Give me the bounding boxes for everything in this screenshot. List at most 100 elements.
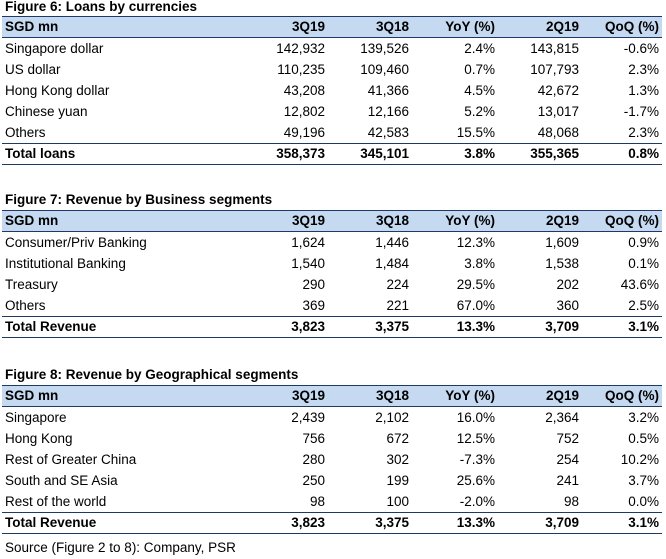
total-cell: 13.3% [412,316,498,338]
column-header: 3Q19 [242,385,328,407]
total-label: Total Revenue [2,316,242,338]
table-cell: 221 [386,298,409,313]
total-cell: 3,375 [328,316,412,338]
table-cell: 672 [386,431,409,446]
figure-6-title: Figure 6: Loans by currencies [5,0,198,14]
table-cell: 0.1% [628,256,659,271]
table-cell: 1,609 [545,235,579,250]
table-cell: 48,068 [537,125,579,140]
table-cell: 12.5% [456,431,495,446]
column-header: SGD mn [2,16,242,38]
table-cell: 290 [302,277,325,292]
table-cell: 199 [386,473,409,488]
row-label: Others [5,125,46,140]
table-cell: 42,583 [367,125,409,140]
column-header: QoQ (%) [582,210,662,232]
row-label: South and SE Asia [5,473,118,488]
table-cell: 0.9% [628,235,659,250]
table-row: Rest of Greater China 280 302 -7.3% 254 … [2,449,662,470]
table-row: Consumer/Priv Banking 1,624 1,446 12.3% … [2,232,662,254]
table-cell: 109,460 [360,62,409,77]
total-cell: 358,373 [242,143,328,165]
table-row: US dollar 110,235 109,460 0.7% 107,793 2… [2,59,662,80]
table-cell: 10.2% [620,452,659,467]
table-cell: 1,540 [291,256,325,271]
total-cell: 3,375 [328,512,412,534]
table-cell: 1,446 [375,235,409,250]
table-cell: 3.8% [464,256,495,271]
table-row: Singapore dollar 142,932 139,526 2.4% 14… [2,38,662,60]
table-cell: 1.3% [628,83,659,98]
column-header: YoY (%) [412,210,498,232]
row-label: Singapore [5,410,67,425]
total-cell: 345,101 [328,143,412,165]
table-cell: 241 [556,473,579,488]
total-cell: 0.8% [582,143,662,165]
column-header: 3Q18 [328,210,412,232]
table-cell: 2,102 [375,410,409,425]
table-cell: 302 [386,452,409,467]
table-cell: 49,196 [283,125,325,140]
column-header: 2Q19 [498,210,582,232]
row-label: Rest of the world [5,494,107,509]
figure-8-table: SGD mn 3Q19 3Q18 YoY (%) 2Q19 QoQ (%) Si… [2,385,662,534]
table-cell: 2.3% [628,125,659,140]
total-row: Total loans 358,373 345,101 3.8% 355,365… [2,143,662,165]
column-header: QoQ (%) [582,16,662,38]
table-cell: 100 [386,494,409,509]
table-header-row: SGD mn 3Q19 3Q18 YoY (%) 2Q19 QoQ (%) [2,210,662,232]
table-row: Singapore 2,439 2,102 16.0% 2,364 3.2% [2,407,662,429]
table-cell: 224 [386,277,409,292]
column-header: 2Q19 [498,385,582,407]
table-cell: -7.3% [459,452,495,467]
row-label: Rest of Greater China [5,452,137,467]
column-header: QoQ (%) [582,385,662,407]
table-cell: 2.3% [628,62,659,77]
table-cell: 1,484 [375,256,409,271]
table-header-row: SGD mn 3Q19 3Q18 YoY (%) 2Q19 QoQ (%) [2,16,662,38]
table-cell: 0.0% [628,494,659,509]
column-header: YoY (%) [412,385,498,407]
figure-6-table: SGD mn 3Q19 3Q18 YoY (%) 2Q19 QoQ (%) Si… [2,16,662,165]
table-cell: 2,439 [291,410,325,425]
table-cell: 16.0% [456,410,495,425]
total-row: Total Revenue 3,823 3,375 13.3% 3,709 3.… [2,316,662,338]
row-label: Others [5,298,46,313]
total-cell: 3.1% [582,512,662,534]
total-cell: 13.3% [412,512,498,534]
row-label: Singapore dollar [5,41,104,56]
table-cell: 12.3% [456,235,495,250]
table-cell: -2.0% [459,494,495,509]
row-label: Hong Kong [5,431,73,446]
row-label: Chinese yuan [5,104,88,119]
table-row: Hong Kong dollar 43,208 41,366 4.5% 42,6… [2,80,662,101]
table-row: Chinese yuan 12,802 12,166 5.2% 13,017 -… [2,101,662,122]
table-row: Hong Kong 756 672 12.5% 752 0.5% [2,428,662,449]
table-cell: 360 [556,298,579,313]
row-label: US dollar [5,62,61,77]
row-label: Consumer/Priv Banking [5,235,147,250]
total-label: Total loans [2,143,242,165]
table-cell: 254 [556,452,579,467]
total-cell: 3,823 [242,512,328,534]
table-row: Others 369 221 67.0% 360 2.5% [2,295,662,317]
table-cell: 143,815 [530,41,579,56]
column-header: 2Q19 [498,16,582,38]
table-cell: 756 [302,431,325,446]
table-cell: 3.7% [628,473,659,488]
table-cell: -1.7% [623,104,659,119]
figure-7-table: SGD mn 3Q19 3Q18 YoY (%) 2Q19 QoQ (%) Co… [2,210,662,338]
table-cell: 2.4% [464,41,495,56]
table-cell: 280 [302,452,325,467]
total-label: Total Revenue [2,512,242,534]
table-cell: 752 [556,431,579,446]
table-cell: 12,166 [367,104,409,119]
figure-7-title: Figure 7: Revenue by Business segments [5,192,273,207]
total-cell: 355,365 [498,143,582,165]
table-cell: 43.6% [620,277,659,292]
table-header-row: SGD mn 3Q19 3Q18 YoY (%) 2Q19 QoQ (%) [2,385,662,407]
table-cell: -0.6% [623,41,659,56]
table-cell: 1,538 [545,256,579,271]
table-cell: 142,932 [276,41,325,56]
table-cell: 15.5% [456,125,495,140]
